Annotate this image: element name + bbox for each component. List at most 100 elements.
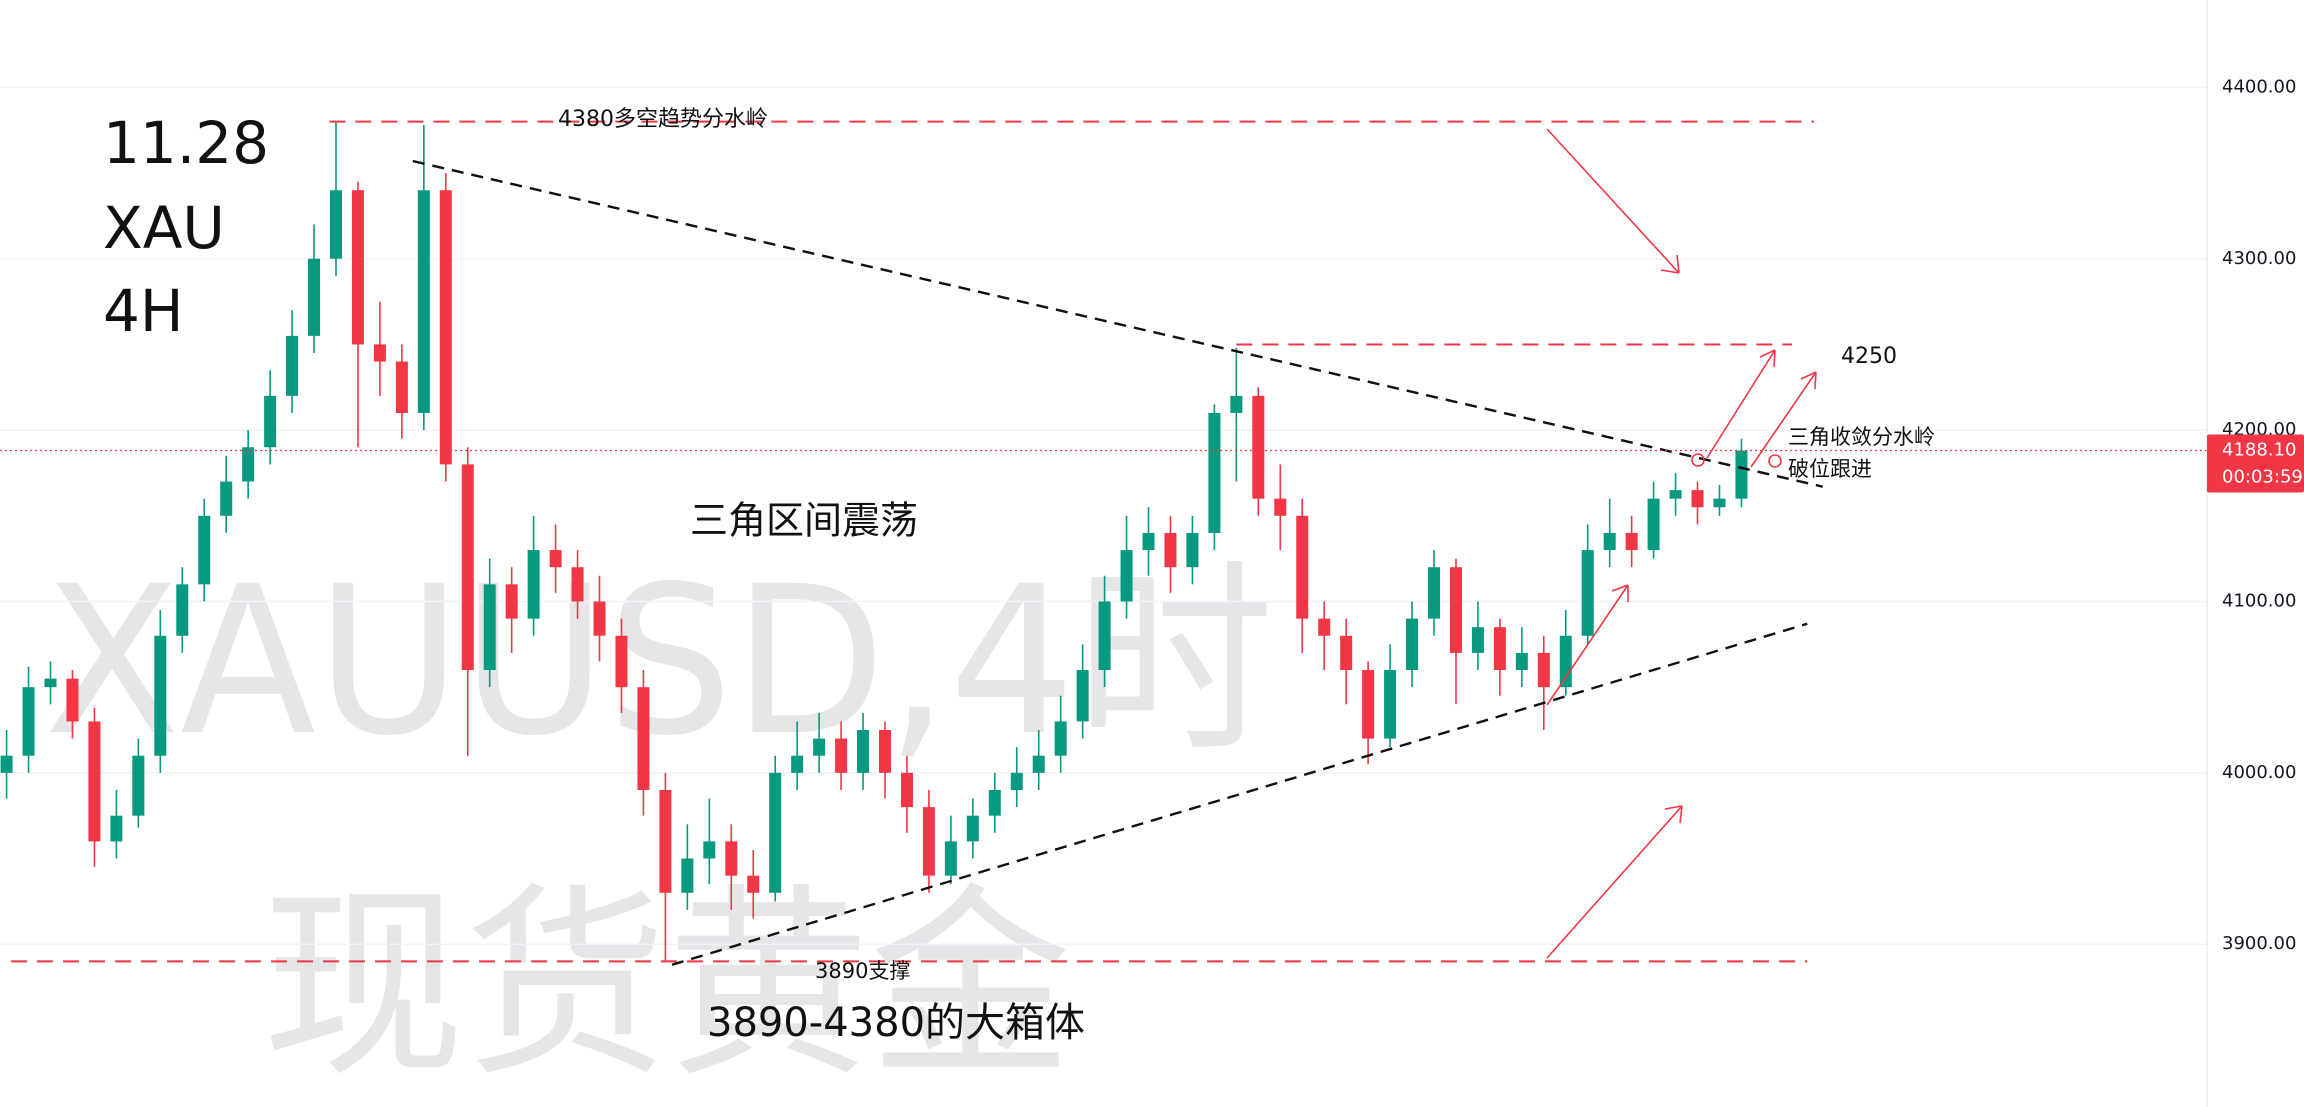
annotation: 破位跟进 <box>1788 457 1872 481</box>
arrow <box>1706 349 1776 459</box>
candle-body <box>769 772 782 893</box>
candle-body <box>681 858 694 893</box>
candle-body <box>132 755 145 816</box>
candle-body <box>615 635 628 688</box>
candle-body <box>110 815 123 842</box>
candle-body <box>1428 567 1441 619</box>
candle-body <box>1340 635 1353 671</box>
price-axis: 4400.004300.004200.004100.004000.003900.… <box>2206 0 2304 1107</box>
candle-body <box>988 789 1001 816</box>
price-tag <box>2207 434 2304 493</box>
candle-body <box>1735 450 1748 499</box>
candle-body <box>659 789 672 893</box>
y-tick-label: 4300.00 <box>2222 248 2296 269</box>
candle-body <box>242 447 255 482</box>
annotation: 4380多空趋势分水岭 <box>558 107 768 132</box>
price-tag-label: 4188.10 <box>2222 440 2296 461</box>
arrow <box>1750 371 1817 468</box>
candle-body <box>835 738 848 773</box>
candle-body <box>88 721 101 842</box>
candle-body <box>1384 670 1397 739</box>
y-tick-label: 4100.00 <box>2222 590 2296 611</box>
candle-body <box>747 875 760 893</box>
countdown-label: 00:03:59 <box>2222 467 2303 488</box>
candle-body <box>1449 567 1462 653</box>
candle-body <box>439 190 452 465</box>
annotation: 三角收敛分水岭 <box>1788 425 1935 449</box>
candle-body <box>1603 532 1616 551</box>
candle-body <box>176 584 189 636</box>
candle-body <box>1098 601 1111 671</box>
title-line: XAU <box>103 194 225 262</box>
candle-body <box>813 738 826 756</box>
candle-body <box>1230 395 1243 413</box>
candle-body <box>966 815 979 842</box>
marker-circle <box>1768 454 1782 468</box>
candle-body <box>417 190 430 413</box>
candle-body <box>198 515 211 585</box>
candle-body <box>1274 498 1287 516</box>
candle-body <box>22 687 35 756</box>
grid-group <box>0 86 2207 945</box>
candle-body <box>286 335 299 396</box>
candle-body <box>1669 490 1682 499</box>
candle-body <box>373 344 386 362</box>
candle-body <box>0 755 13 773</box>
annotations: 11.28 XAU 4H 4380多空趋势分水岭 三角区间震荡 4250 三角收… <box>103 107 1935 1046</box>
arrow <box>1546 584 1629 706</box>
candle-body <box>703 841 716 859</box>
candle-body <box>483 584 496 671</box>
candle-body <box>1054 721 1067 756</box>
candle-body <box>66 678 79 722</box>
candle-body <box>44 678 57 688</box>
candle-body <box>1186 532 1199 568</box>
candle-body <box>1515 652 1528 671</box>
candle-body <box>900 772 913 808</box>
candle-body <box>1318 618 1331 636</box>
candle-body <box>571 567 584 602</box>
arrow <box>1546 128 1680 274</box>
candle-body <box>1032 755 1045 773</box>
candle-body <box>1252 395 1265 499</box>
marker-circle <box>1691 453 1705 467</box>
watermark: 现货黄金 <box>262 867 1072 1105</box>
candle-body <box>220 481 233 516</box>
candle-body <box>1362 670 1375 739</box>
title-line: 4H <box>103 277 184 345</box>
candle-body <box>1537 652 1550 688</box>
annotation: 3890支撑 <box>815 959 910 983</box>
candle-body <box>264 395 277 448</box>
candle-body <box>549 550 562 568</box>
candle-body <box>154 635 167 756</box>
candle-body <box>1581 550 1594 636</box>
candle-body <box>1296 515 1309 619</box>
candle-body <box>857 730 870 773</box>
trend-line <box>671 622 1808 966</box>
annotation: 4250 <box>1841 344 1897 369</box>
candle-body <box>395 361 408 413</box>
arrow <box>1546 805 1683 959</box>
candle-body <box>1406 618 1419 671</box>
candle-body <box>351 190 364 345</box>
candle-body <box>1625 532 1638 551</box>
candle-body <box>1691 490 1704 508</box>
candle-body <box>637 687 650 790</box>
candle-body <box>1713 498 1726 508</box>
trend-line <box>412 159 1823 488</box>
candle-body <box>1076 670 1089 722</box>
candle-body <box>505 584 518 619</box>
candle-body <box>1208 412 1221 533</box>
candle-body <box>944 841 957 876</box>
candle-body <box>1120 550 1133 602</box>
candle-body <box>1142 532 1155 551</box>
annotation: 3890-4380的大箱体 <box>707 1000 1085 1046</box>
y-tick-label: 4000.00 <box>2222 762 2296 783</box>
annotation: 三角区间震荡 <box>690 499 918 543</box>
y-tick-label: 4400.00 <box>2222 76 2296 97</box>
candle-body <box>527 550 540 619</box>
candle-body <box>922 807 935 876</box>
axis-background <box>2207 0 2304 1107</box>
y-tick-label: 3900.00 <box>2222 933 2296 954</box>
